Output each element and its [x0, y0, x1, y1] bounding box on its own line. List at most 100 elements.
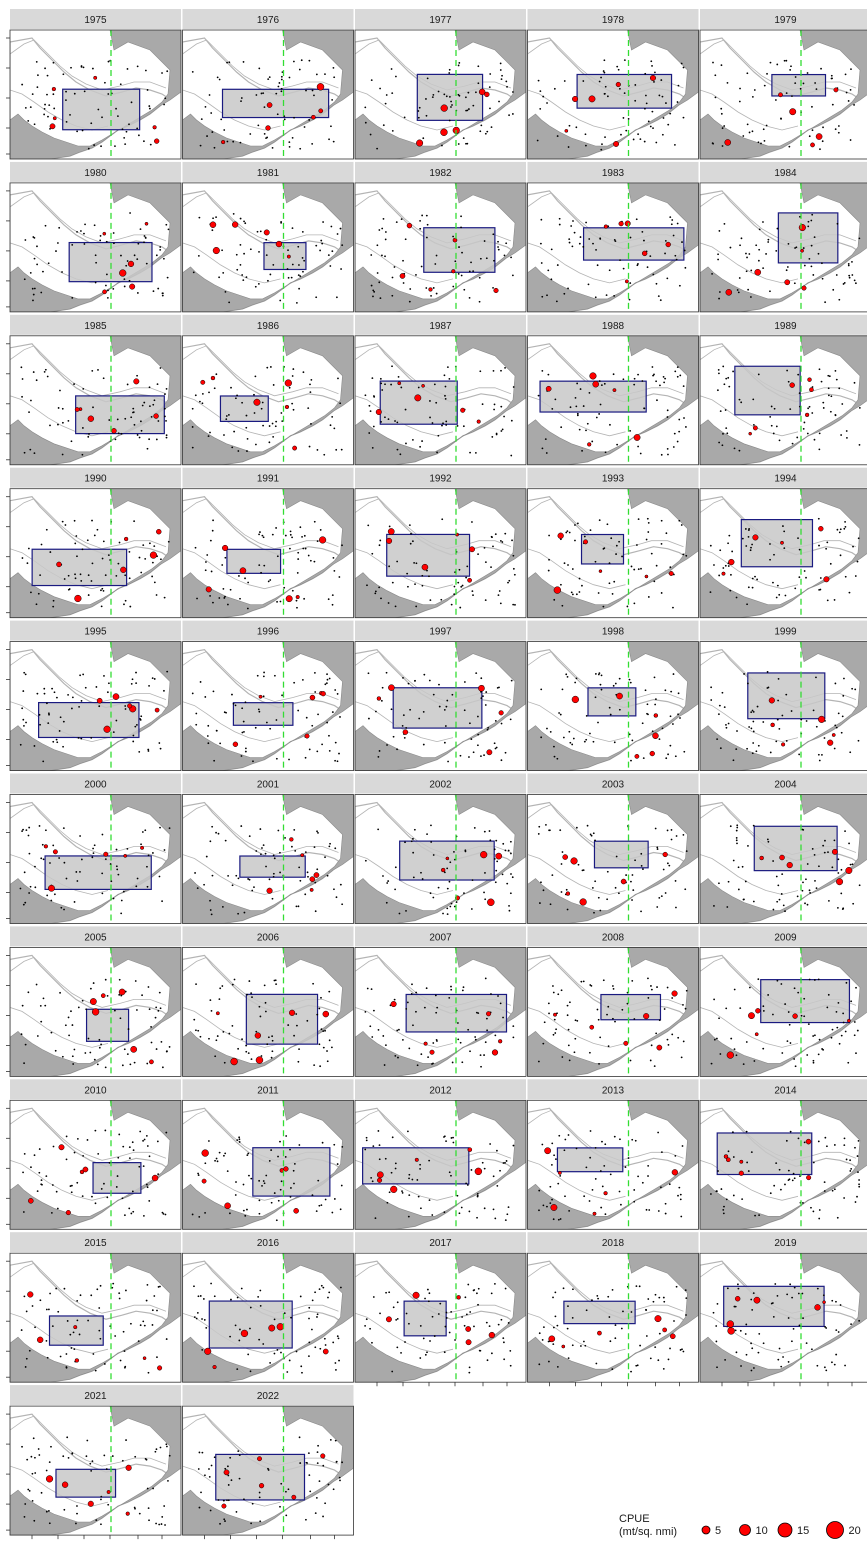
- station-dot: [132, 1210, 135, 1213]
- cpue-point: [224, 1202, 231, 1210]
- station-dot: [155, 1048, 158, 1050]
- station-dot: [757, 259, 760, 262]
- station-dot: [582, 1340, 585, 1343]
- station-dot: [812, 274, 815, 276]
- station-dot: [33, 287, 36, 290]
- station-dot: [328, 1291, 331, 1294]
- station-dot: [391, 92, 394, 95]
- station-dot: [483, 1207, 486, 1210]
- station-dot: [63, 1508, 66, 1511]
- cpue-point: [643, 1013, 650, 1020]
- station-dot: [857, 739, 860, 742]
- station-dot: [747, 845, 749, 847]
- station-dot: [258, 564, 261, 567]
- station-dot: [827, 374, 830, 377]
- cpue-point: [498, 710, 504, 716]
- station-dot: [595, 248, 597, 251]
- station-dot: [664, 239, 667, 242]
- station-dot: [279, 299, 282, 302]
- station-dot: [763, 139, 766, 142]
- station-dot: [512, 1036, 515, 1039]
- station-dot: [269, 579, 272, 581]
- station-dot: [217, 832, 220, 835]
- station-dot: [293, 116, 295, 119]
- station-dot: [47, 1509, 50, 1512]
- station-dot: [137, 1340, 140, 1343]
- panel-map: [182, 182, 354, 313]
- station-dot: [324, 1198, 327, 1201]
- station-dot: [123, 1048, 126, 1051]
- station-dot: [147, 854, 150, 857]
- panel-map: [527, 488, 699, 619]
- station-dot: [32, 293, 35, 296]
- station-dot: [836, 528, 839, 531]
- cpue-point: [624, 220, 631, 227]
- station-dot: [468, 1371, 471, 1374]
- panel-map-content: [182, 335, 354, 465]
- station-dot: [808, 978, 811, 981]
- station-dot: [597, 1297, 599, 1300]
- station-dot: [444, 1325, 447, 1328]
- station-dot: [273, 979, 276, 982]
- station-dot: [408, 1177, 410, 1180]
- station-dot: [23, 451, 26, 454]
- cpue-point: [61, 1481, 69, 1488]
- station-dot: [504, 1287, 507, 1290]
- station-dot: [455, 901, 458, 903]
- station-dot: [148, 1200, 151, 1202]
- station-dot: [774, 99, 777, 101]
- station-dot: [856, 560, 859, 563]
- panel-strip: [10, 314, 181, 335]
- station-dot: [308, 1355, 310, 1358]
- station-dot: [78, 705, 80, 708]
- station-dot: [274, 979, 277, 982]
- station-dot: [833, 839, 836, 842]
- station-dot: [615, 553, 617, 555]
- station-dot: [680, 62, 683, 65]
- station-dot: [370, 284, 373, 287]
- station-dot: [485, 257, 488, 260]
- cpue-point: [309, 887, 314, 892]
- panel-year-label: 2005: [84, 932, 107, 943]
- station-dot: [599, 1170, 602, 1172]
- station-dot: [718, 1017, 720, 1020]
- station-dot: [164, 97, 167, 100]
- station-dot: [789, 1283, 792, 1286]
- station-dot: [632, 889, 635, 892]
- station-dot: [460, 585, 463, 588]
- station-dot: [215, 1039, 218, 1042]
- station-dot: [727, 376, 730, 379]
- station-dot: [283, 586, 286, 589]
- cpue-point: [322, 1010, 330, 1018]
- station-dot: [850, 1167, 853, 1170]
- station-dot: [639, 1344, 642, 1347]
- station-dot: [148, 105, 151, 107]
- station-dot: [199, 1295, 202, 1297]
- station-dot: [559, 1218, 562, 1220]
- station-dot: [834, 682, 837, 685]
- station-dot: [151, 677, 154, 680]
- cpue-point: [440, 104, 448, 112]
- station-dot: [552, 1296, 554, 1299]
- station-dot: [157, 1286, 160, 1288]
- station-dot: [794, 1065, 797, 1068]
- station-dot: [807, 407, 810, 410]
- station-dot: [495, 746, 498, 749]
- cpue-point: [265, 125, 271, 131]
- panel-1994: 1994: [699, 467, 867, 619]
- station-dot: [477, 82, 480, 85]
- panel-border: [9, 182, 182, 313]
- station-dot: [79, 1294, 82, 1297]
- station-dot: [91, 1460, 94, 1463]
- station-dot: [828, 375, 831, 378]
- station-dot: [752, 1292, 755, 1294]
- station-dot: [445, 424, 448, 426]
- station-dot: [484, 977, 487, 980]
- station-dot: [324, 1344, 327, 1346]
- station-dot: [473, 1325, 475, 1328]
- station-dot: [166, 70, 169, 73]
- station-dot: [262, 424, 264, 427]
- station-dot: [463, 892, 465, 895]
- station-dot: [395, 221, 398, 224]
- panel-border: [182, 182, 354, 313]
